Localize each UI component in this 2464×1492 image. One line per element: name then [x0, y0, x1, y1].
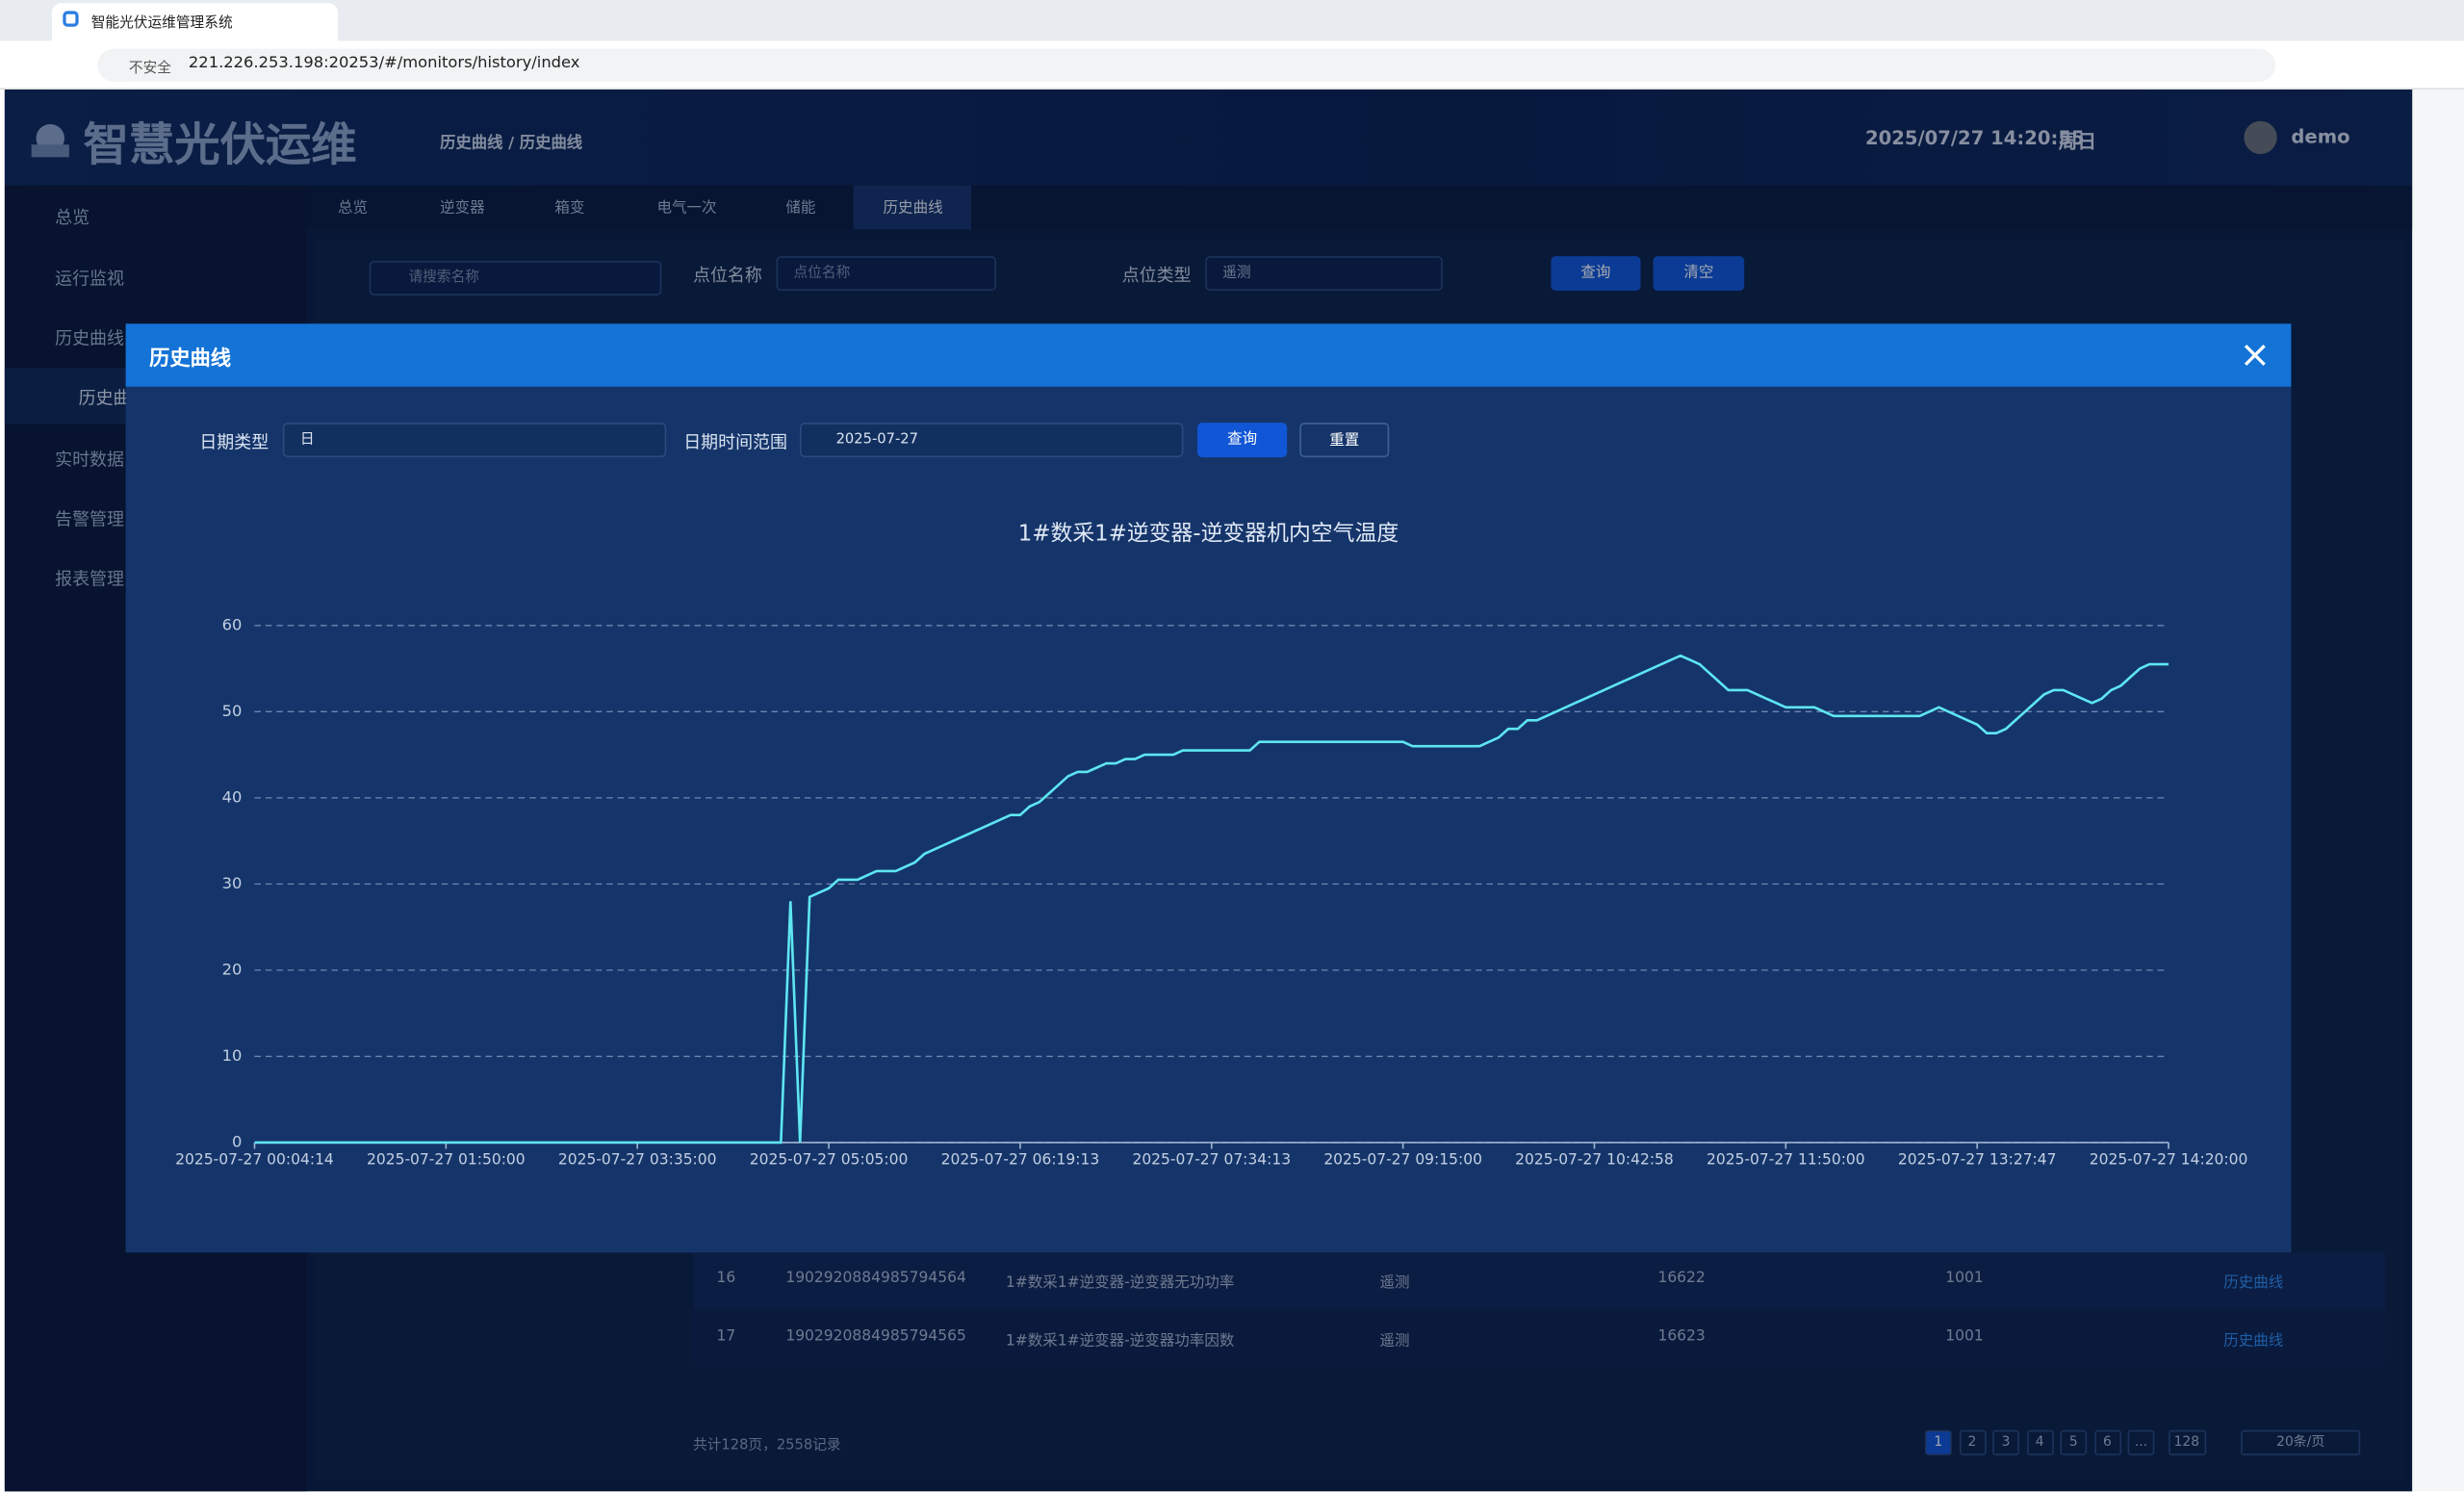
y-tick-label: 10 [222, 1046, 243, 1065]
row-link[interactable]: 历史曲线 [2223, 1274, 2284, 1293]
page-tab[interactable]: 历史曲线 [883, 199, 943, 218]
y-tick-label: 0 [232, 1132, 242, 1150]
table-cell: 1001 [1945, 1270, 1984, 1288]
x-tick-label: 2025-07-27 06:19:13 [941, 1150, 1100, 1168]
weekday: 周日 [2058, 130, 2096, 153]
table-cell: 1902920884985794564 [785, 1270, 966, 1288]
x-tick-label: 2025-07-27 13:27:47 [1898, 1150, 2057, 1168]
x-tick-label: 2025-07-27 00:04:14 [175, 1150, 334, 1168]
clear-button[interactable]: 清空 [1653, 256, 1745, 292]
page-button[interactable]: 4 [2026, 1429, 2054, 1455]
tab-title: 智能光伏运维管理系统 [90, 15, 233, 32]
table-cell: 16622 [1657, 1270, 1706, 1288]
line [254, 654, 2169, 1145]
page-button[interactable]: 6 [2093, 1429, 2121, 1455]
tab-bar [306, 185, 2413, 230]
modal-query-button[interactable]: 查询 [1197, 423, 1288, 458]
filter-label: 点位名称 [692, 265, 762, 287]
crumb: 历史曲线 [519, 135, 583, 153]
avatar[interactable] [2244, 120, 2277, 154]
tab-strip [0, 0, 2464, 41]
modal-header [125, 323, 2292, 387]
table-cell: 1902920884985794565 [785, 1327, 966, 1346]
page-button[interactable]: 128 [2168, 1429, 2206, 1455]
datetime: 2025/07/27 14:20:55 [1864, 127, 2085, 150]
page-button[interactable]: ... [2127, 1429, 2155, 1455]
table-cell: 1#数采1#逆变器-逆变器无功功率 [1005, 1274, 1235, 1293]
page-tab[interactable]: 电气一次 [656, 199, 717, 218]
app-header [4, 90, 2413, 186]
x-tick-label: 2025-07-27 14:20:00 [2090, 1150, 2248, 1168]
table-cell: 遥测 [1379, 1332, 1410, 1351]
table-cell: 16623 [1657, 1327, 1706, 1346]
table-cell: 1#数采1#逆变器-逆变器功率因数 [1005, 1332, 1235, 1351]
y-tick-label: 30 [222, 874, 243, 892]
y-tick-label: 50 [222, 702, 243, 720]
x-tick-label: 2025-07-27 11:50:00 [1707, 1150, 1865, 1168]
table-row [692, 1252, 2386, 1309]
insecure-label: 不安全 [128, 61, 171, 77]
tab-icon [63, 11, 79, 27]
table-cell: 17 [716, 1327, 736, 1346]
date-input[interactable]: 2025-07-27 [800, 423, 1184, 458]
browser-tab[interactable] [51, 3, 339, 41]
x-tick-label: 2025-07-27 05:05:00 [750, 1150, 909, 1168]
tab-active [853, 185, 971, 230]
page-summary: 共计128页，2558记录 [692, 1437, 841, 1454]
page-button[interactable]: 1 [1924, 1429, 1952, 1455]
table-cell: 16 [716, 1270, 736, 1288]
menu-item[interactable]: 运行监视 [55, 269, 124, 290]
modal-reset-button[interactable]: 重置 [1299, 423, 1390, 458]
page-tab[interactable]: 储能 [785, 199, 816, 218]
chart: 1#数采1#逆变器-逆变器机内空气温度 0 10 20 30 40 50 60 2025-07… [175, 522, 2248, 1169]
x-tick-label: 2025-07-27 10:42:58 [1515, 1150, 1674, 1168]
y-tick-label: 20 [222, 960, 243, 978]
url: 221.226.253.198:20253/#/monitors/history… [188, 55, 580, 73]
x-tick-label: 2025-07-27 03:35:00 [558, 1150, 717, 1168]
x-tick-label: 2025-07-27 01:50:00 [367, 1150, 526, 1168]
menu-item[interactable]: 实时数据 [55, 449, 124, 471]
y-tick-label: 40 [222, 787, 243, 806]
page-tab[interactable]: 逆变器 [440, 199, 485, 218]
x-tick-label: 2025-07-27 07:34:13 [1132, 1150, 1291, 1168]
type-select[interactable]: 遥测 [1205, 256, 1443, 292]
page-button[interactable]: 3 [1992, 1429, 2019, 1455]
menu-item[interactable]: 报表管理 [55, 569, 124, 590]
y-tick-label: 60 [222, 615, 243, 633]
logo-text: 智慧光伏运维 [83, 117, 357, 171]
page-tab[interactable]: 箱变 [554, 199, 585, 218]
menu-item[interactable]: 总览 [55, 207, 90, 228]
logo-icon [31, 123, 69, 158]
form-label: 日期时间范围 [683, 431, 787, 453]
table-cell: 遥测 [1379, 1274, 1410, 1293]
close-button[interactable] [2243, 343, 2268, 368]
date-type-select[interactable]: 日 [282, 423, 667, 458]
menu-item[interactable]: 历史曲线 [55, 328, 124, 349]
page-button[interactable]: 2 [1959, 1429, 1986, 1455]
form-label: 日期类型 [199, 431, 270, 453]
username[interactable]: demo [2291, 125, 2350, 148]
table-row [692, 1308, 2386, 1366]
chart-title: 1#数采1#逆变器-逆变器机内空气温度 [1018, 522, 1399, 547]
page-button[interactable]: 5 [2060, 1429, 2088, 1455]
menu-item[interactable]: 告警管理 [55, 508, 124, 530]
name-input[interactable]: 点位名称 [776, 256, 997, 292]
modal [125, 323, 2292, 1253]
crumb[interactable]: 历史曲线 [440, 135, 503, 153]
breadcrumb: 历史曲线 / 历史曲线 [440, 135, 583, 153]
query-button[interactable]: 查询 [1551, 256, 1641, 292]
browser-sidebar [2412, 90, 2464, 1492]
row-link[interactable]: 历史曲线 [2223, 1332, 2284, 1351]
table-cell: 1001 [1945, 1327, 1984, 1346]
filter-label: 点位类型 [1121, 265, 1192, 287]
address-bar[interactable] [97, 48, 2276, 82]
modal-title: 历史曲线 [149, 347, 232, 372]
search-input[interactable]: 请搜索名称 [369, 261, 662, 296]
x-tick-label: 2025-07-27 09:15:00 [1323, 1150, 1482, 1168]
page-size[interactable]: 20条/页 [2241, 1429, 2361, 1455]
page-tab[interactable]: 总览 [338, 199, 369, 218]
